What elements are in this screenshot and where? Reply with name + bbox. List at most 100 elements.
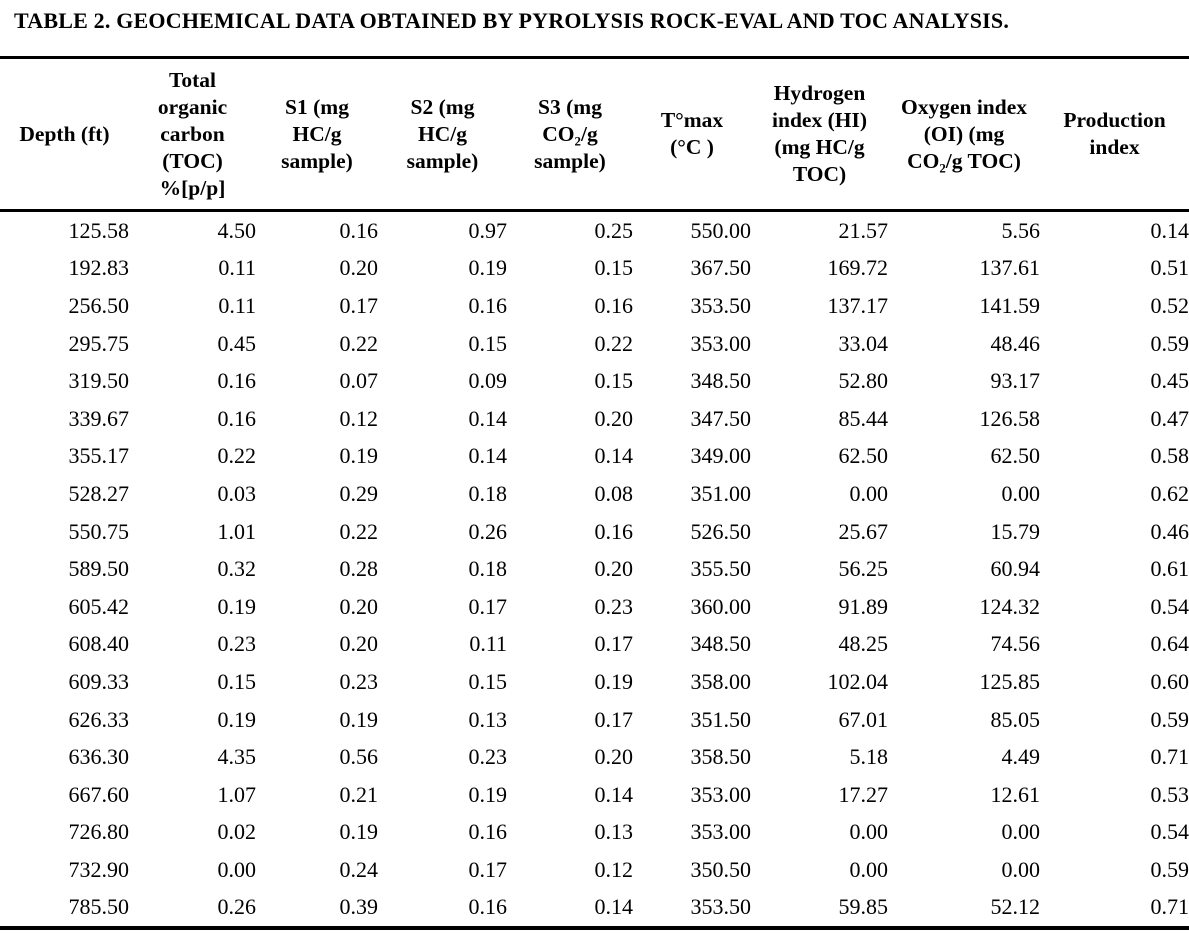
- table-cell: 17.27: [838, 781, 889, 807]
- table-cell: 0.14: [1150, 217, 1189, 243]
- table-cell: 0.16: [339, 217, 379, 243]
- table-cell: 0.45: [217, 330, 257, 356]
- table-cell: 351.00: [690, 480, 752, 506]
- table-cell: 48.25: [838, 631, 889, 657]
- table-cell: 0.22: [594, 330, 634, 356]
- table-cell: 355.17: [68, 443, 130, 469]
- table-cell: 4.49: [1001, 744, 1041, 770]
- table-cell: 0.19: [339, 706, 379, 732]
- table-cell: 0.25: [594, 217, 634, 243]
- table-cell: 0.17: [594, 631, 634, 657]
- column-header: S2 (mg HC/g sample): [378, 57, 507, 212]
- table-cell: 353.00: [690, 819, 752, 845]
- table-cell: 48.46: [990, 330, 1041, 356]
- table-cell: 319.50: [68, 368, 130, 394]
- table-cell: 0.22: [217, 443, 257, 469]
- table-row: 589.50 0.32 0.28 0.18 0.20 355.50 56.25 60.94 0.…: [0, 550, 1189, 588]
- table-row: 785.50 0.26 0.39 0.16 0.14 353.50 59.85 52.12 0.…: [0, 889, 1189, 929]
- table-cell: 93.17: [990, 368, 1041, 394]
- table-cell: 0.22: [339, 330, 379, 356]
- table-cell: 0.60: [1150, 668, 1189, 694]
- table-cell: 0.17: [339, 292, 379, 318]
- table-cell: 0.12: [339, 405, 379, 431]
- table-cell: 0.56: [339, 744, 379, 770]
- table-cell: 21.57: [838, 217, 889, 243]
- table-row: 339.67 0.16 0.12 0.14 0.20 347.50 85.44 126.58 0…: [0, 400, 1189, 438]
- table-cell: 348.50: [690, 368, 752, 394]
- table-cell: 0.23: [339, 668, 379, 694]
- table-row: 732.90 0.00 0.24 0.17 0.12 350.50 0.00 0.00 0.59: [0, 851, 1189, 889]
- table-cell: 608.40: [68, 631, 130, 657]
- table-row: 626.33 0.19 0.19 0.13 0.17 351.50 67.01 85.05 0.…: [0, 701, 1189, 739]
- table-cell: 0.16: [468, 894, 508, 920]
- table-cell: 347.50: [690, 405, 752, 431]
- table-cell: 785.50: [68, 894, 130, 920]
- table-cell: 353.50: [690, 894, 752, 920]
- table-cell: 1.07: [217, 781, 257, 807]
- table-cell: 0.16: [594, 292, 634, 318]
- table-cell: 0.16: [217, 368, 257, 394]
- table-cell: 367.50: [690, 255, 752, 281]
- table-cell: 0.26: [217, 894, 257, 920]
- table-cell: 52.80: [838, 368, 889, 394]
- table-cell: 0.23: [217, 631, 257, 657]
- table-cell: 1.01: [217, 518, 257, 544]
- table-row: 256.50 0.11 0.17 0.16 0.16 353.50 137.17 141.59…: [0, 287, 1189, 325]
- table-cell: 0.13: [594, 819, 634, 845]
- table-cell: 0.59: [1150, 856, 1189, 882]
- table-cell: 59.85: [838, 894, 889, 920]
- table-cell: 0.07: [339, 368, 379, 394]
- table-cell: 0.09: [468, 368, 508, 394]
- table-cell: 0.29: [339, 480, 379, 506]
- table-cell: 0.15: [217, 668, 257, 694]
- table-cell: 0.19: [468, 255, 508, 281]
- table-cell: 0.20: [339, 593, 379, 619]
- table-cell: 0.19: [217, 593, 257, 619]
- table-cell: 636.30: [68, 744, 130, 770]
- table-cell: 0.18: [468, 480, 508, 506]
- table-cell: 0.18: [468, 556, 508, 582]
- table-row: 726.80 0.02 0.19 0.16 0.13 353.00 0.00 0.00 0.54: [0, 814, 1189, 852]
- table-cell: 0.11: [218, 292, 256, 318]
- table-cell: 56.25: [838, 556, 889, 582]
- table-cell: 125.58: [68, 217, 130, 243]
- table-cell: 0.53: [1150, 781, 1189, 807]
- table-cell: 0.59: [1150, 706, 1189, 732]
- table-cell: 85.44: [838, 405, 889, 431]
- column-header: Total organic carbon (TOC) %[p/p]: [129, 57, 256, 212]
- table-cell: 62.50: [990, 443, 1041, 469]
- table-cell: 0.17: [468, 593, 508, 619]
- table-row: 608.40 0.23 0.20 0.11 0.17 348.50 48.25 74.56 0.…: [0, 626, 1189, 664]
- table-cell: 0.17: [468, 856, 508, 882]
- table-cell: 353.00: [690, 330, 752, 356]
- table-cell: 0.39: [339, 894, 379, 920]
- table-cell: 0.21: [339, 781, 379, 807]
- table-cell: 137.61: [979, 255, 1041, 281]
- table-cell: 0.00: [217, 856, 257, 882]
- table-cell: 4.35: [217, 744, 257, 770]
- table-row: 636.30 4.35 0.56 0.23 0.20 358.50 5.18 4.49 0.71: [0, 738, 1189, 776]
- table-cell: 0.24: [339, 856, 379, 882]
- table-cell: 0.20: [594, 556, 634, 582]
- table-cell: 0.20: [339, 255, 379, 281]
- table-cell: 0.14: [594, 781, 634, 807]
- table-cell: 351.50: [690, 706, 752, 732]
- table-cell: 15.79: [990, 518, 1041, 544]
- table-cell: 355.50: [690, 556, 752, 582]
- table-cell: 0.51: [1150, 255, 1189, 281]
- table-cell: 0.16: [217, 405, 257, 431]
- table-cell: 52.12: [990, 894, 1041, 920]
- column-header: T°max (°C ): [633, 57, 751, 212]
- table-row: 605.42 0.19 0.20 0.17 0.23 360.00 91.89 124.32 0…: [0, 588, 1189, 626]
- table-cell: 0.61: [1150, 556, 1189, 582]
- table-cell: 0.54: [1150, 593, 1189, 619]
- column-header: Production index: [1040, 57, 1189, 212]
- table-cell: 358.50: [690, 744, 752, 770]
- table-cell: 74.56: [990, 631, 1041, 657]
- table-cell: 0.00: [849, 856, 889, 882]
- table-cell: 0.15: [468, 668, 508, 694]
- table-cell: 726.80: [68, 819, 130, 845]
- column-header: Hydrogen index (HI) (mg HC/g TOC): [751, 57, 888, 212]
- table-cell: 0.19: [217, 706, 257, 732]
- table-cell: 550.00: [690, 217, 752, 243]
